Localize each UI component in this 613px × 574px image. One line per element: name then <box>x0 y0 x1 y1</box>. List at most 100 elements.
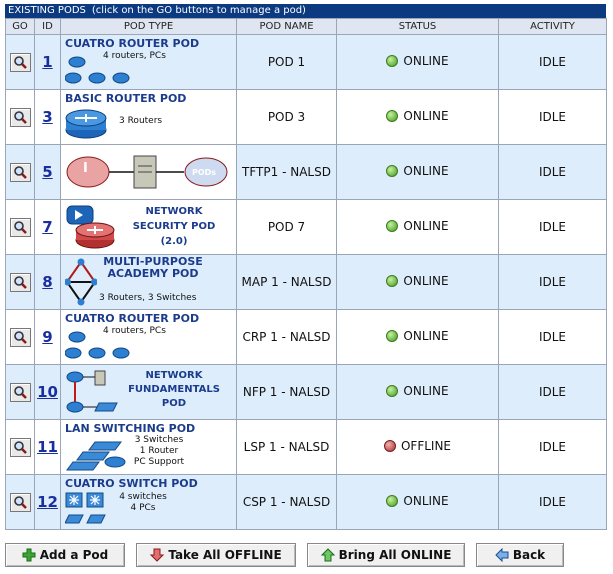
pod-type-title: NETWORK FUNDAMENTALS POD <box>128 370 220 409</box>
pod-id-link[interactable]: 9 <box>42 328 53 346</box>
router-icon <box>65 109 107 139</box>
status-text: ONLINE <box>403 219 449 233</box>
status-indicator: ONLINE <box>386 494 449 508</box>
table-row: 9 CUATRO ROUTER POD 4 routers, PCs CRP 1… <box>5 309 607 365</box>
col-status: STATUS <box>336 18 499 35</box>
pod-name: TFTP1 - NALSD <box>236 144 337 200</box>
bring-online-label: Bring All ONLINE <box>338 548 452 562</box>
col-activity: ACTIVITY <box>498 18 607 35</box>
magnifier-icon <box>13 330 27 344</box>
status-text: ONLINE <box>403 109 449 123</box>
go-button[interactable] <box>9 162 31 182</box>
add-pod-button[interactable]: Add a Pod <box>5 543 125 567</box>
go-button[interactable] <box>9 52 31 72</box>
pod-type-cell: CUATRO ROUTER POD 4 routers, PCs <box>60 309 237 365</box>
status-online-icon <box>386 385 399 397</box>
pod-name: MAP 1 - NALSD <box>236 254 337 310</box>
pod-id-link[interactable]: 12 <box>37 493 58 511</box>
add-pod-label: Add a Pod <box>39 548 109 562</box>
pod-id-link[interactable]: 7 <box>42 218 53 236</box>
magnifier-icon <box>13 220 27 234</box>
col-id: ID <box>34 18 61 35</box>
pod-type-desc: 3 Switches 1 Router PC Support <box>133 435 185 467</box>
pod-id-link[interactable]: 5 <box>42 163 53 181</box>
cloud-right-label: PODs <box>192 168 217 177</box>
status-text: ONLINE <box>403 494 449 508</box>
go-button[interactable] <box>9 382 31 402</box>
pods-panel: EXISTING PODS (click on the GO buttons to… <box>5 4 607 530</box>
activity: IDLE <box>498 419 607 475</box>
pod-name: LSP 1 - NALSD <box>236 419 337 475</box>
arrow-up-icon <box>320 548 335 562</box>
status-online-icon <box>386 55 399 67</box>
pod-type-title: MULTI-PURPOSE ACADEMY POD <box>103 255 203 280</box>
panel-hint: (click on the GO buttons to manage a pod… <box>91 5 306 16</box>
table-row: 1 CUATRO ROUTER POD 4 routers, PCs POD 1… <box>5 34 607 90</box>
pod-type-title: CUATRO ROUTER POD <box>65 312 200 325</box>
pod-id-link[interactable]: 10 <box>37 383 58 401</box>
col-go: GO <box>5 18 35 35</box>
status-indicator: ONLINE <box>386 329 449 343</box>
go-button[interactable] <box>9 492 31 512</box>
pod-name: CRP 1 - NALSD <box>236 309 337 365</box>
activity: IDLE <box>498 199 607 255</box>
table-row: 11 LAN SWITCHING POD 3 Switches 1 Router P… <box>5 419 607 475</box>
table-row: 5 I PODs TFTP1 - NALSD ONLINE <box>5 144 607 200</box>
router-cluster-icon <box>65 56 130 84</box>
pod-type-cell: CUATRO ROUTER POD 4 routers, PCs <box>60 34 237 90</box>
status-online-icon <box>386 220 399 232</box>
go-button[interactable] <box>9 437 31 457</box>
plus-icon <box>22 548 36 562</box>
pod-name: POD 3 <box>236 89 337 145</box>
security-router-icon <box>66 205 115 249</box>
back-button[interactable]: Back <box>476 543 564 567</box>
panel-header: EXISTING PODS (click on the GO buttons to… <box>5 4 606 18</box>
go-button[interactable] <box>9 327 31 347</box>
table-header-row: GO ID POD TYPE POD NAME STATUS ACTIVITY <box>5 18 607 35</box>
magnifier-icon <box>13 55 27 69</box>
pod-type-desc: 3 Routers, 3 Switches <box>99 293 197 303</box>
go-button[interactable] <box>9 272 31 292</box>
arrow-down-icon <box>150 548 165 562</box>
switch-cluster-icon <box>65 492 106 524</box>
magnifier-icon <box>13 165 27 179</box>
pod-type-cell: CUATRO SWITCH POD 4 switches 4 PCs <box>60 474 237 530</box>
activity: IDLE <box>498 364 607 420</box>
pod-name: CSP 1 - NALSD <box>236 474 337 530</box>
take-all-offline-button[interactable]: Take All OFFLINE <box>136 543 296 567</box>
pod-type-desc: 4 routers, PCs <box>103 326 166 336</box>
status-indicator: ONLINE <box>386 109 449 123</box>
pod-type-cell: LAN SWITCHING POD 3 Switches 1 Router PC S… <box>60 419 237 475</box>
pod-type-cell: BASIC ROUTER POD 3 Routers <box>60 89 237 145</box>
router-cluster-icon <box>65 331 130 359</box>
bring-all-online-button[interactable]: Bring All ONLINE <box>307 543 465 567</box>
status-indicator: ONLINE <box>386 384 449 398</box>
pod-type-title: NETWORK SECURITY POD (2.0) <box>132 206 216 247</box>
pod-id-link[interactable]: 8 <box>42 273 53 291</box>
magnifier-icon <box>13 440 27 454</box>
go-button[interactable] <box>9 217 31 237</box>
pod-type-desc: 4 routers, PCs <box>103 51 166 61</box>
activity: IDLE <box>498 144 607 200</box>
table-row: 12 CUATRO SWITCH POD 4 switches 4 PCs CSP… <box>5 474 607 530</box>
activity: IDLE <box>498 254 607 310</box>
col-pod-type: POD TYPE <box>60 18 237 35</box>
status-indicator: ONLINE <box>386 219 449 233</box>
pod-type-desc: 4 switches 4 PCs <box>119 492 167 513</box>
status-indicator: ONLINE <box>386 54 449 68</box>
pod-type-title: CUATRO ROUTER POD <box>65 37 200 50</box>
fundamentals-topology-icon <box>66 370 118 413</box>
table-row: 10 NETWORK FUNDAMENTALS POD NFP 1 - NALS… <box>5 364 607 420</box>
go-button[interactable] <box>9 107 31 127</box>
status-online-icon <box>386 110 399 122</box>
pod-id-link[interactable]: 3 <box>42 108 53 126</box>
pod-id-link[interactable]: 11 <box>37 438 58 456</box>
status-online-icon <box>386 495 399 507</box>
status-online-icon <box>386 330 399 342</box>
pod-name: POD 1 <box>236 34 337 90</box>
pod-type-cell: NETWORK SECURITY POD (2.0) <box>60 199 237 255</box>
pod-id-link[interactable]: 1 <box>42 53 53 71</box>
pod-name: NFP 1 - NALSD <box>236 364 337 420</box>
switch-stack-icon <box>66 441 126 471</box>
cloud-left-label: I <box>83 161 88 176</box>
